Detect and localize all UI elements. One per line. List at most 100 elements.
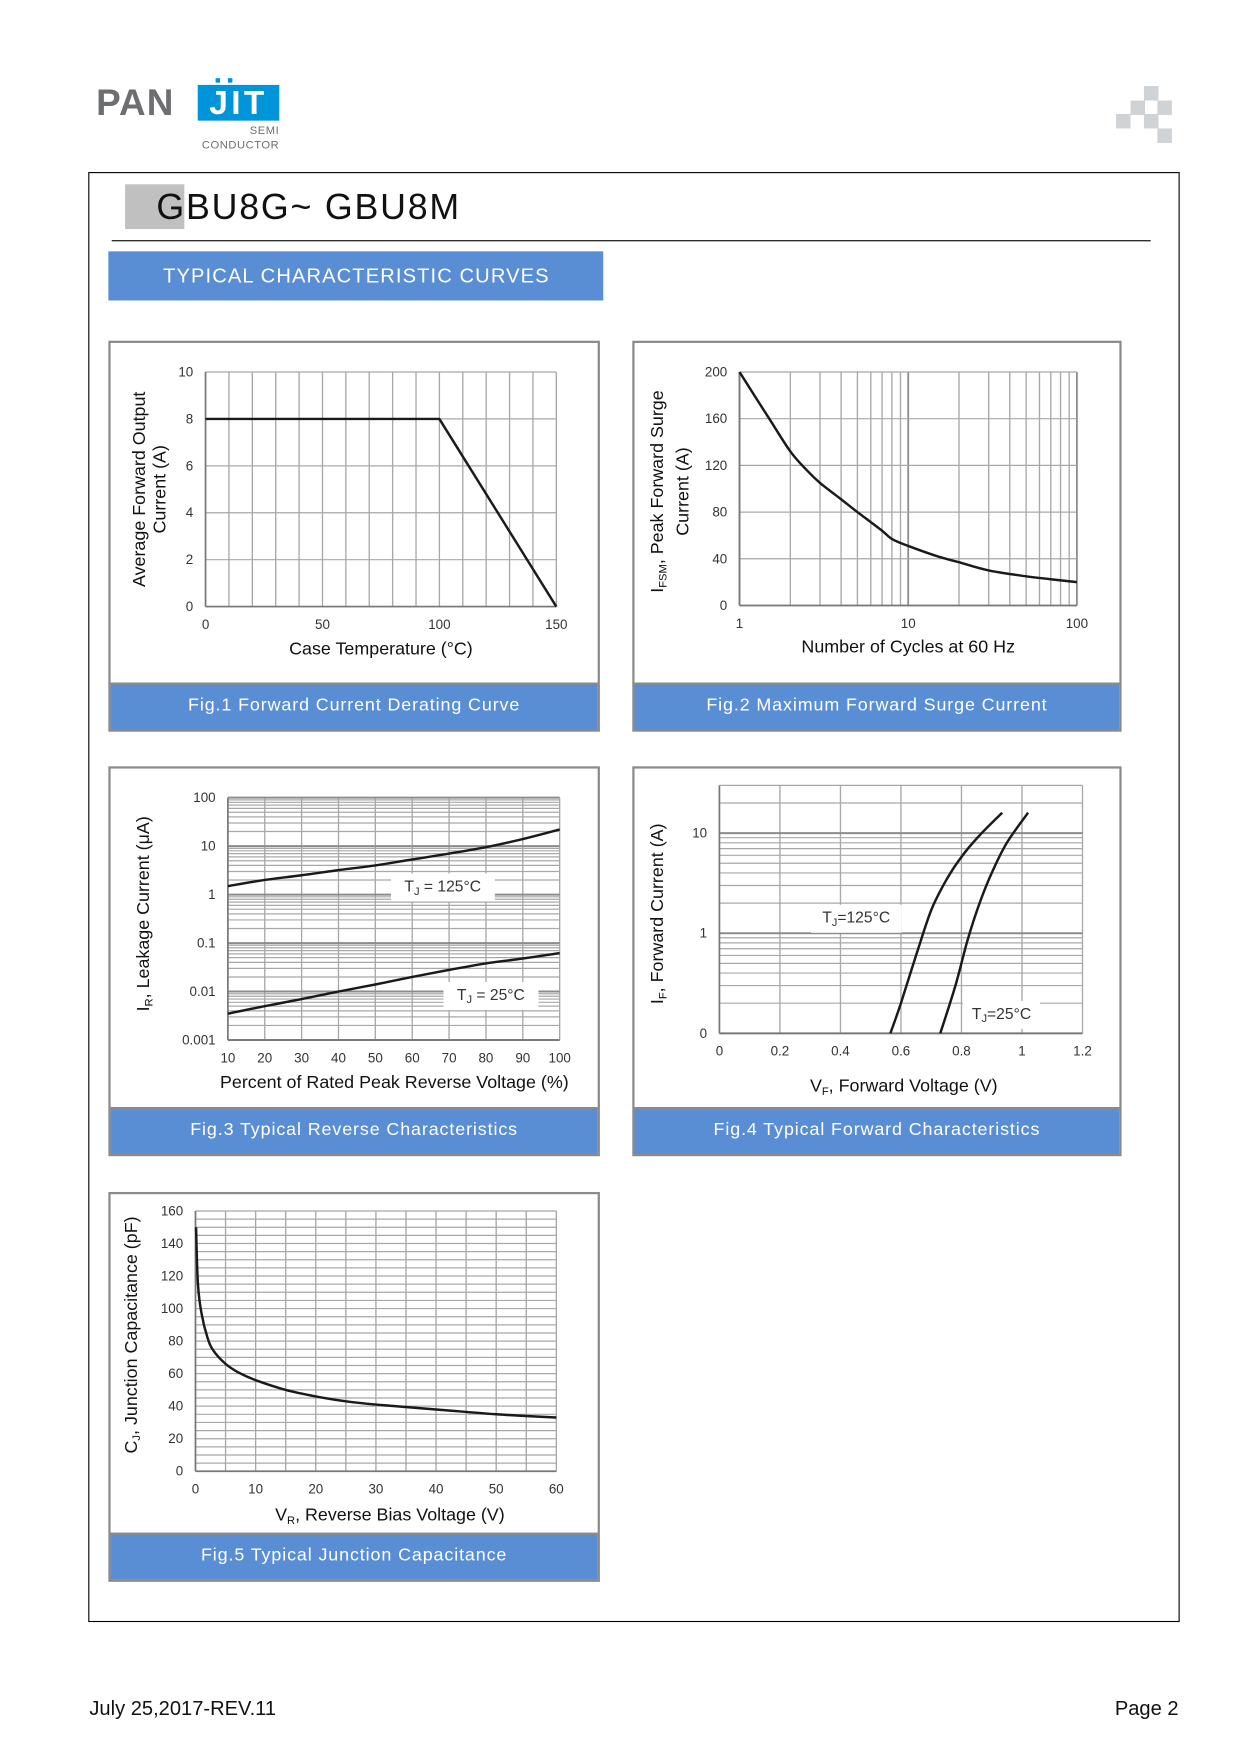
x-tick-label: 50 [368,1050,383,1065]
series-curve [227,828,561,888]
series-curve [738,371,1078,584]
figure-caption: Fig.2 Maximum Forward Surge Current [634,682,1120,730]
y-tick-label: 100 [193,790,215,805]
series-label-25c: TJ = 25°C [443,981,539,1010]
y-tick-label: 160 [161,1203,183,1218]
footer-revision-date: July 25,2017-REV.11 [89,1696,277,1720]
page-title: GBU8G~ GBU8M [156,186,461,227]
x-tick-label: 10 [901,616,916,631]
x-tick-label: 10 [248,1482,263,1497]
y-tick-label: 80 [168,1334,183,1349]
x-tick-label: 40 [331,1050,346,1065]
series-curve [227,951,560,1015]
series-curve [205,417,558,608]
y-tick-label: 8 [186,411,193,426]
x-tick-label: 30 [368,1482,383,1497]
series-curve [889,811,1004,1034]
series-curve [939,811,1030,1034]
y-tick-label: 0 [720,598,727,613]
x-tick-label: 1 [1018,1044,1025,1059]
section-header: TYPICAL CHARACTERISTIC CURVES [108,251,604,301]
x-axis-title: Case Temperature (°C) [289,640,473,660]
x-tick-label: 70 [442,1050,457,1065]
x-tick-label: 100 [428,617,450,632]
y-axis-title: IF, Forward Current (A) [648,823,670,1005]
y-tick-label: 20 [168,1431,183,1446]
y-tick-label: 1 [700,926,707,941]
series-label-125c: TJ = 125°C [390,873,495,902]
y-tick-label: 4 [186,505,194,520]
x-tick-label: 1.2 [1073,1044,1092,1059]
x-axis-title: VR, Reverse Bias Voltage (V) [275,1505,505,1528]
x-tick-label: 0.8 [952,1044,971,1059]
figure-caption: Fig.1 Forward Current Derating Curve [110,682,598,730]
x-tick-label: 50 [489,1482,504,1497]
x-tick-label: 60 [405,1050,420,1065]
x-axis-title: Number of Cycles at 60 Hz [801,637,1016,657]
y-axis-title: IFSM, Peak Forward Surge Current (A) [648,390,694,593]
x-tick-label: 60 [549,1482,564,1497]
y-tick-label: 2 [186,552,193,567]
x-tick-label: 20 [257,1050,272,1065]
figure-panel-1: Fig.1 Forward Current Derating Curve [108,340,600,732]
figure-caption: Fig.5 Typical Junction Capacitance [110,1532,598,1580]
x-tick-label: 50 [315,617,330,632]
x-tick-label: 80 [478,1050,493,1065]
x-tick-label: 100 [1066,616,1088,631]
y-tick-label: 10 [178,364,193,379]
y-tick-label: 160 [705,411,727,426]
logo-dot-icon [227,78,233,83]
x-tick-label: 20 [308,1482,323,1497]
y-tick-label: 80 [712,505,727,520]
x-tick-label: 150 [545,617,567,632]
y-tick-label: 140 [161,1236,183,1251]
y-tick-label: 0.1 [197,936,216,951]
y-tick-label: 0 [700,1026,707,1041]
series-label-25c: TJ=25°C [962,1000,1041,1029]
y-tick-label: 0.001 [182,1033,216,1048]
y-tick-label: 1 [208,887,215,902]
x-tick-label: 30 [294,1050,309,1065]
x-tick-label: 0 [192,1482,199,1497]
series-label-125c: TJ=125°C [811,904,902,933]
series-curve [194,1227,557,1419]
title-accent-block [125,184,185,230]
y-tick-label: 0 [186,599,193,614]
figure-panel-5: Fig.5 Typical Junction Capacitance [108,1191,600,1582]
x-tick-label: 100 [549,1050,571,1065]
logo-dot-icon [215,78,221,83]
y-axis-title: IR, Leakage Current (μA) [134,816,156,1012]
logo-sub-conductor: CONDUCTOR [201,139,280,152]
y-tick-label: 60 [168,1366,183,1381]
y-tick-label: 120 [705,458,727,473]
y-axis-title: Average Forward Output Current (A) [130,391,170,587]
y-tick-label: 0 [176,1464,183,1479]
title-divider [111,240,1151,242]
y-tick-label: 120 [161,1268,183,1283]
logo-pan-text: PAN [96,81,175,123]
content-frame [88,172,1180,1623]
x-axis-title: Percent of Rated Peak Reverse Voltage (%… [219,1073,569,1093]
y-axis-title: CJ, Junction Capacitance (pF) [122,1216,144,1454]
x-tick-label: 0 [202,617,209,632]
logo-sub-semi: SEMI [249,125,280,138]
y-tick-label: 40 [168,1399,183,1414]
x-tick-label: 10 [220,1050,235,1065]
x-tick-label: 0.4 [831,1044,850,1059]
y-tick-label: 6 [186,458,193,473]
x-tick-label: 0 [716,1044,723,1059]
x-tick-label: 40 [429,1482,444,1497]
y-tick-label: 10 [692,826,707,841]
y-tick-label: 40 [712,551,727,566]
figure-panel-4: Fig.4 Typical Forward Characteristics [632,766,1122,1157]
y-tick-label: 0.01 [190,984,216,999]
footer-page-number: Page 2 [1114,1696,1179,1720]
x-axis-title: VF, Forward Voltage (V) [809,1076,998,1099]
figure-caption: Fig.3 Typical Reverse Characteristics [110,1107,598,1154]
logo-jit-text: JIT [197,84,280,122]
x-tick-label: 0.2 [771,1044,790,1059]
y-tick-label: 100 [161,1301,183,1316]
y-tick-label: 10 [201,839,216,854]
